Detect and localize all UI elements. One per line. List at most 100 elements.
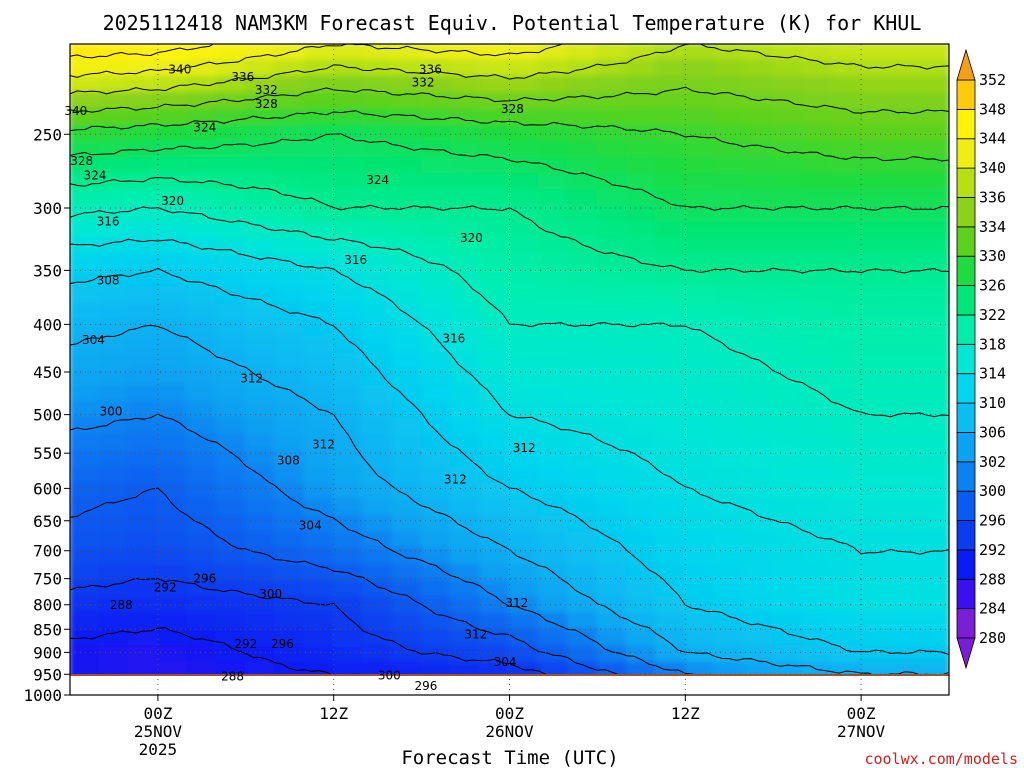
- field-cell: [449, 124, 482, 143]
- field-cell: [567, 352, 599, 371]
- field-cell: [420, 368, 452, 387]
- field-cell: [362, 44, 394, 62]
- field-cell: [391, 531, 423, 550]
- field-cell: [274, 498, 306, 517]
- field-cell: [420, 189, 452, 208]
- field-cell: [508, 482, 540, 501]
- field-cell: [655, 303, 687, 322]
- colorbar-swatch: [956, 490, 976, 521]
- contour-label: 308: [97, 274, 120, 288]
- field-cell: [625, 661, 657, 676]
- field-cell: [625, 352, 657, 371]
- contour-label: 312: [513, 441, 536, 455]
- field-cell: [479, 287, 511, 306]
- field-cell: [98, 417, 130, 436]
- field-cell: [918, 238, 949, 257]
- contour-label: 304: [299, 519, 322, 533]
- field-cell: [772, 678, 803, 696]
- field-cell: [449, 319, 482, 338]
- field-cell: [742, 563, 775, 583]
- field-cell: [449, 44, 482, 62]
- y-tick-label: 850: [33, 620, 62, 639]
- field-cell: [70, 661, 101, 676]
- field-cell: [655, 661, 687, 676]
- field-cell: [391, 401, 423, 420]
- field-cell: [274, 482, 306, 501]
- field-cell: [830, 319, 863, 338]
- field-cell: [830, 645, 863, 664]
- field-cell: [801, 433, 833, 452]
- contour-line: [70, 110, 949, 162]
- field-cell: [303, 140, 335, 159]
- field-cell: [625, 319, 657, 338]
- field-cell: [889, 401, 921, 420]
- x-tick-label: 12Z: [671, 704, 700, 723]
- field-cell: [508, 612, 540, 631]
- field-cell: [537, 335, 570, 355]
- field-cell: [713, 238, 745, 257]
- field-cell: [509, 678, 540, 696]
- field-cell: [889, 531, 921, 550]
- field-cell: [332, 205, 364, 225]
- field-cell: [772, 498, 804, 517]
- field-cell: [449, 287, 482, 306]
- contour-label: 328: [70, 154, 93, 168]
- field-cell: [596, 514, 628, 534]
- field-cell: [303, 612, 335, 631]
- field-cell: [742, 303, 775, 322]
- field-cell: [713, 563, 745, 583]
- field-cell: [127, 531, 159, 550]
- field-cell: [70, 580, 101, 599]
- field-cell: [98, 205, 130, 225]
- field-cell: [918, 352, 949, 371]
- field-cell: [420, 449, 452, 469]
- field-cell: [244, 401, 277, 420]
- field-cell: [274, 645, 306, 664]
- field-cell: [449, 222, 482, 241]
- field-cell: [362, 254, 394, 273]
- field-cell: [889, 156, 921, 176]
- field-cell: [332, 140, 364, 159]
- field-cell: [303, 498, 335, 517]
- field-cell: [830, 287, 863, 306]
- field-cell: [772, 628, 804, 648]
- field-cell: [889, 335, 921, 355]
- credit-text: coolwx.com/models: [864, 750, 1018, 768]
- field-cell: [596, 205, 628, 225]
- field-cell: [889, 124, 921, 143]
- x-tick-label: 00Z: [847, 704, 876, 723]
- field-cell: [244, 205, 277, 225]
- field-cell: [742, 466, 775, 485]
- field-cell: [713, 514, 745, 534]
- field-cell: [918, 91, 949, 111]
- field-cell: [156, 547, 189, 566]
- field-cell: [596, 466, 628, 485]
- field-cell: [186, 222, 218, 241]
- field-cell: [391, 335, 423, 355]
- field-cell: [801, 596, 833, 615]
- colorbar-swatch: [956, 373, 976, 404]
- field-cell: [655, 156, 687, 176]
- field-cell: [391, 482, 423, 501]
- field-cell: [215, 514, 247, 534]
- field-cell: [98, 384, 130, 404]
- field-cell: [772, 222, 804, 241]
- field-cell: [625, 59, 657, 78]
- field-cell: [98, 108, 130, 127]
- field-cell: [801, 547, 833, 566]
- field-cell: [391, 124, 423, 143]
- field-cell: [567, 238, 599, 257]
- colorbar-high-arrow: [956, 48, 976, 81]
- field-cell: [713, 303, 745, 322]
- contour-label: 328: [255, 97, 278, 111]
- field-cell: [449, 108, 482, 127]
- field-cell: [479, 596, 511, 615]
- field-cell: [127, 222, 159, 241]
- field-cell: [655, 44, 687, 62]
- field-cell: [596, 401, 628, 420]
- field-cell: [713, 384, 745, 404]
- field-cell: [69, 678, 100, 696]
- field-cell: [537, 384, 570, 404]
- field-cell: [449, 270, 482, 290]
- colorbar-swatch: [956, 197, 976, 228]
